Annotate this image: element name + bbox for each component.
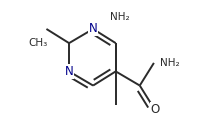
Text: O: O xyxy=(151,103,160,116)
Text: N: N xyxy=(65,65,73,78)
Text: NH₂: NH₂ xyxy=(110,12,130,22)
Text: N: N xyxy=(89,23,97,35)
Text: NH₂: NH₂ xyxy=(160,58,179,68)
Text: CH₃: CH₃ xyxy=(28,38,48,48)
